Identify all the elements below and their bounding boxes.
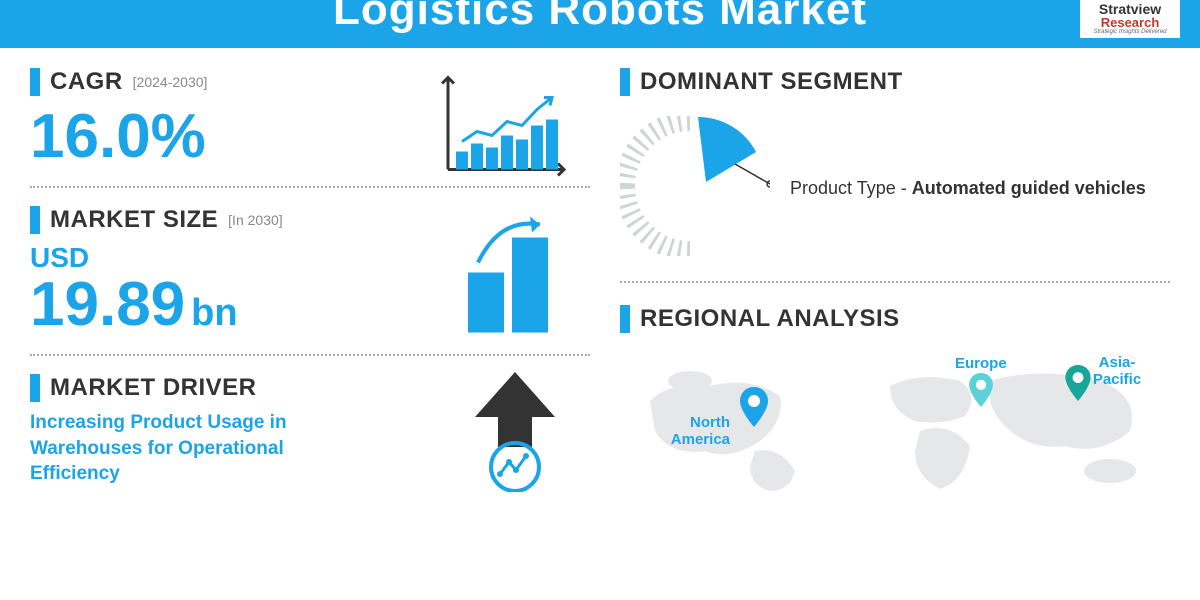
regional-analysis-section: REGIONAL ANALYSIS — [620, 305, 1170, 491]
segment-label-prefix: Product Type - — [790, 178, 912, 198]
arrow-up-circle-icon — [460, 372, 570, 497]
market-driver-text: Increasing Product Usage in Warehouses f… — [30, 410, 350, 487]
content-grid: CAGR [2024-2030] 16.0% — [0, 48, 1200, 505]
market-driver-section: MARKET DRIVER Increasing Product Usage i… — [30, 374, 590, 487]
bar-line-chart-icon — [440, 70, 570, 185]
accent-bar — [30, 206, 40, 234]
logo-tagline: Strategic Insights Delivered — [1093, 29, 1166, 35]
map-pin-label: Europe — [955, 356, 1007, 373]
accent-bar — [30, 374, 40, 402]
market-driver-title: MARKET DRIVER — [50, 374, 257, 402]
map-pin-europe: Europe — [955, 356, 1007, 407]
map-pin-asia-pacific: Asia-Pacific — [1065, 365, 1091, 401]
world-map: NorthAmerica Europe Asia-Pacific — [620, 351, 1170, 491]
page-title: Logistics Robots Market — [333, 0, 867, 32]
dominant-segment-body: Product Type - Automated guided vehicles — [620, 116, 1170, 261]
market-size-unit: bn — [191, 292, 237, 334]
brand-logo: Stratview Research Strategic Insights De… — [1080, 0, 1180, 38]
dominant-segment-header: DOMINANT SEGMENT — [620, 68, 1170, 96]
market-size-number: 19.89 — [30, 270, 185, 339]
cagr-period: [2024-2030] — [133, 74, 208, 90]
pie-segment-icon — [620, 116, 770, 261]
left-column: CAGR [2024-2030] 16.0% — [30, 68, 590, 505]
dominant-segment-label: Product Type - Automated guided vehicles — [790, 176, 1146, 201]
cagr-section: CAGR [2024-2030] 16.0% — [30, 68, 590, 188]
accent-bar — [30, 68, 40, 96]
market-size-title: MARKET SIZE — [50, 206, 218, 234]
regional-header: REGIONAL ANALYSIS — [620, 305, 1170, 333]
market-size-section: MARKET SIZE [In 2030] USD 19.89bn — [30, 206, 590, 356]
cagr-title: CAGR — [50, 68, 123, 96]
map-pin-north-america: NorthAmerica — [740, 387, 768, 427]
segment-label-value: Automated guided vehicles — [912, 178, 1146, 198]
map-pin-label: Asia-Pacific — [1087, 355, 1147, 388]
map-pin-label: NorthAmerica — [660, 415, 730, 448]
two-bar-arrow-icon — [450, 213, 570, 348]
logo-text-bottom: Research — [1101, 16, 1160, 29]
map-pin-icon — [740, 387, 768, 427]
dominant-segment-title: DOMINANT SEGMENT — [640, 68, 903, 96]
regional-title: REGIONAL ANALYSIS — [640, 305, 900, 333]
accent-bar — [620, 68, 630, 96]
accent-bar — [620, 305, 630, 333]
market-size-period: [In 2030] — [228, 212, 283, 228]
logo-text-top: Stratview — [1099, 2, 1161, 16]
dominant-segment-section: DOMINANT SEGMENT Product Type - Automate… — [620, 68, 1170, 283]
header-banner: Logistics Robots Market Stratview Resear… — [0, 0, 1200, 48]
right-column: DOMINANT SEGMENT Product Type - Automate… — [620, 68, 1170, 505]
map-pin-icon — [969, 373, 993, 407]
